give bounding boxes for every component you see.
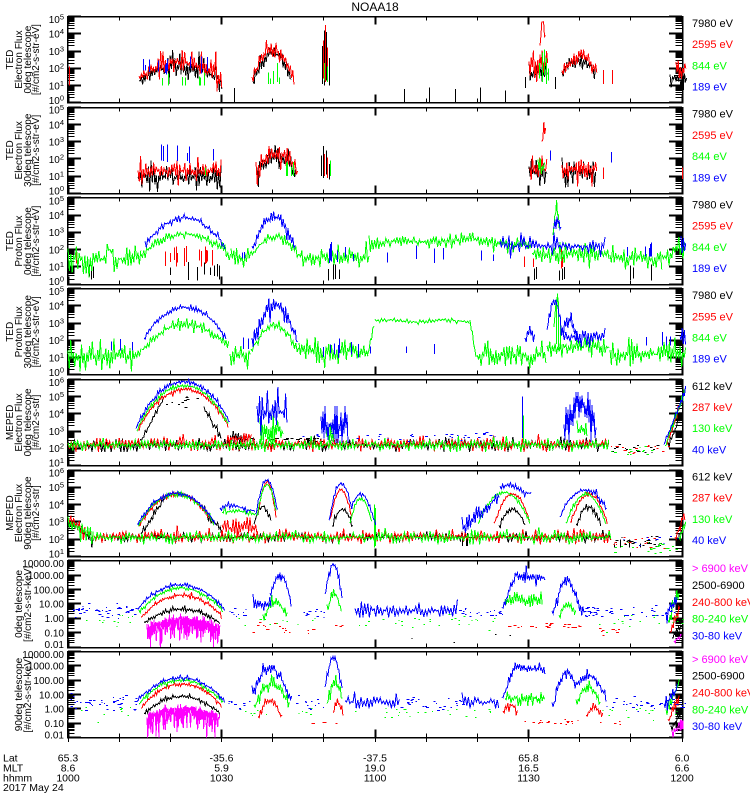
svg-text:Lat: Lat [3,753,18,765]
svg-text:Electron Flux: Electron Flux [14,121,25,179]
svg-text:1.00: 1.00 [45,614,65,625]
svg-text:0.01: 0.01 [45,731,65,742]
svg-text:16.5: 16.5 [518,763,539,775]
svg-text:0deg telescope: 0deg telescope [23,388,34,456]
svg-text:189 eV: 189 eV [692,354,728,366]
svg-text:6.0: 6.0 [675,753,690,765]
svg-text:Proton Flux: Proton Flux [14,216,25,267]
svg-text:844 eV: 844 eV [692,242,728,254]
svg-text:19.0: 19.0 [365,763,386,775]
svg-text:1000.00: 1000.00 [28,662,65,673]
svg-text:80-240 keV: 80-240 keV [692,704,749,716]
svg-text:2595 eV: 2595 eV [692,311,734,323]
svg-text:30-80 keV: 30-80 keV [692,721,743,733]
svg-text:65.8: 65.8 [518,753,539,765]
svg-text:5.9: 5.9 [214,763,229,775]
svg-text:7980 eV: 7980 eV [692,109,734,121]
svg-text:Electron Flux: Electron Flux [14,484,25,542]
svg-text:[#/cm2-s-str-eV]: [#/cm2-s-str-eV] [31,115,42,186]
svg-text:1100: 1100 [364,773,387,785]
svg-text:30deg telescope: 30deg telescope [23,113,34,187]
svg-text:2595 eV: 2595 eV [692,221,734,233]
svg-text:287 keV: 287 keV [692,493,733,505]
svg-text:[#/cm2-s-str-eV]: [#/cm2-s-str-eV] [31,24,42,95]
svg-text:10.00: 10.00 [39,600,64,611]
svg-text:1030: 1030 [210,773,234,785]
svg-text:1000.00: 1000.00 [28,571,65,582]
svg-text:1200: 1200 [670,773,694,785]
svg-text:TED: TED [5,231,16,251]
svg-text:7980 eV: 7980 eV [692,199,734,211]
svg-text:40 keV: 40 keV [692,535,727,547]
svg-text:0.10: 0.10 [45,628,65,639]
svg-text:40 keV: 40 keV [692,444,727,456]
svg-text:130 keV: 130 keV [692,423,733,435]
svg-text:TED: TED [5,50,16,70]
svg-text:844 eV: 844 eV [692,60,728,72]
svg-text:[#/cm2-s-str-keV]: [#/cm2-s-str-keV] [23,656,34,732]
svg-text:2017 May 24: 2017 May 24 [3,782,64,794]
svg-text:> 6900 keV: > 6900 keV [692,563,749,575]
svg-text:> 6900 keV: > 6900 keV [692,654,749,666]
svg-text:Electron Flux: Electron Flux [14,393,25,451]
svg-text:0deg telescope: 0deg telescope [14,570,25,638]
svg-text:NOAA18: NOAA18 [351,0,399,14]
svg-text:90deg telescope: 90deg telescope [14,657,25,731]
svg-text:65.3: 65.3 [58,753,79,765]
svg-text:240-800 keV: 240-800 keV [692,597,750,609]
svg-text:189 eV: 189 eV [692,172,728,184]
svg-text:-37.5: -37.5 [363,753,387,765]
svg-text:844 eV: 844 eV [692,333,728,345]
svg-text:7980 eV: 7980 eV [692,290,734,302]
svg-text:Proton Flux: Proton Flux [14,306,25,357]
svg-text:1000: 1000 [56,773,80,785]
svg-text:0.10: 0.10 [45,719,65,730]
svg-text:30deg telescope: 30deg telescope [23,295,34,369]
svg-text:10.00: 10.00 [39,690,64,701]
svg-text:90deg telescope: 90deg telescope [23,476,34,550]
svg-text:612 keV: 612 keV [692,381,733,393]
svg-text:hhmm: hhmm [3,773,32,785]
svg-text:30-80 keV: 30-80 keV [692,630,743,642]
svg-text:240-800 keV: 240-800 keV [692,688,750,700]
svg-text:2595 eV: 2595 eV [692,130,734,142]
svg-text:MEPED: MEPED [5,405,16,441]
svg-text:1.00: 1.00 [45,705,65,716]
svg-text:0deg telescope: 0deg telescope [23,25,34,93]
svg-text:844 eV: 844 eV [692,151,728,163]
svg-text:TED: TED [5,140,16,160]
svg-text:7980 eV: 7980 eV [692,18,734,30]
svg-text:[#/cm2-s-str]: [#/cm2-s-str] [31,394,42,450]
svg-text:10000.00: 10000.00 [22,559,64,570]
svg-text:MEPED: MEPED [5,495,16,531]
svg-text:100.00: 100.00 [33,676,64,687]
svg-text:0.01: 0.01 [45,640,65,651]
svg-text:2500-6900: 2500-6900 [692,671,745,683]
svg-text:8.6: 8.6 [61,763,76,775]
svg-text:1130: 1130 [517,773,540,785]
svg-text:[#/cm2-s-str-eV]: [#/cm2-s-str-eV] [31,296,42,367]
svg-text:MLT: MLT [3,763,24,775]
svg-text:80-240 keV: 80-240 keV [692,614,749,626]
svg-text:[#/cm2-s-str-eV]: [#/cm2-s-str-eV] [31,205,42,276]
svg-text:-35.6: -35.6 [210,753,234,765]
svg-text:Electron Flux: Electron Flux [14,30,25,88]
svg-text:6.6: 6.6 [675,763,690,775]
svg-text:0deg telescope: 0deg telescope [23,207,34,275]
svg-text:612 keV: 612 keV [692,472,733,484]
svg-text:TED: TED [5,322,16,342]
svg-text:189 eV: 189 eV [692,82,728,94]
svg-text:[#/cm2-s-str]: [#/cm2-s-str] [31,485,42,541]
svg-text:[#/cm2-s-str-keV]: [#/cm2-s-str-keV] [23,566,34,642]
svg-text:2500-6900: 2500-6900 [692,580,745,592]
svg-text:287 keV: 287 keV [692,402,733,414]
svg-text:2595 eV: 2595 eV [692,39,734,51]
svg-text:10000.00: 10000.00 [22,650,64,661]
svg-text:130 keV: 130 keV [692,514,733,526]
svg-text:100.00: 100.00 [33,585,64,596]
svg-text:189 eV: 189 eV [692,263,728,275]
